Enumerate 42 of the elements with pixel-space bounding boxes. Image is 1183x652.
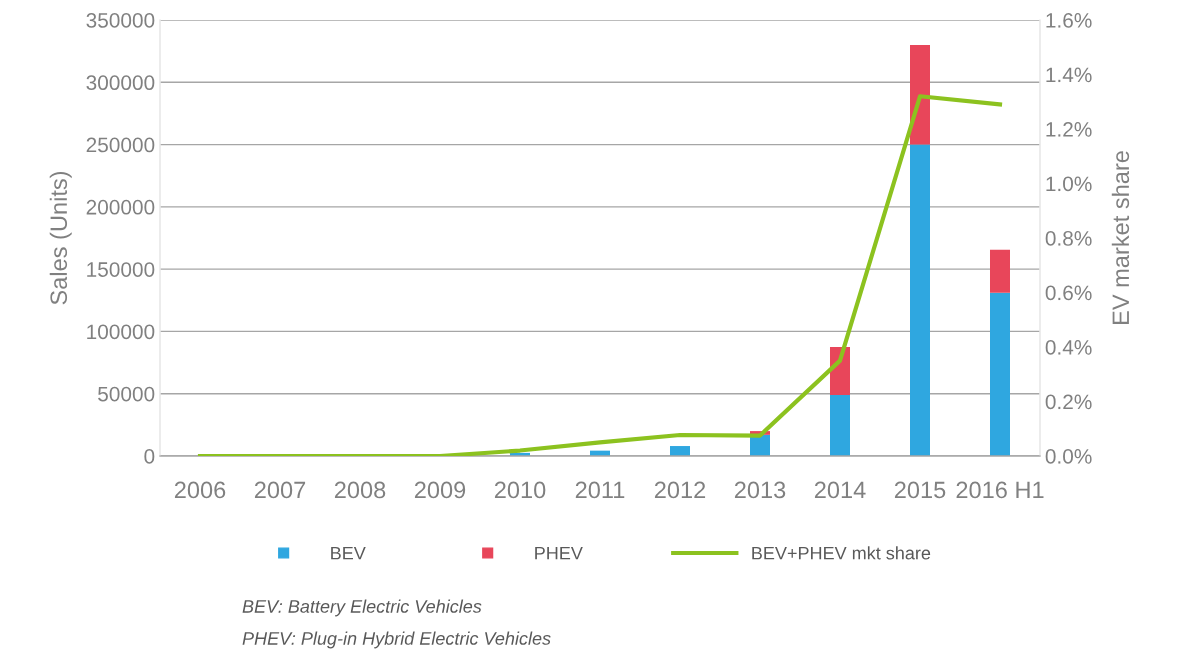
bar (830, 394, 850, 456)
y2-tick-label: 1.4% (1046, 67, 1092, 83)
y-tick-label: 350000 (86, 13, 155, 28)
y2-axis-title: EV market share (1111, 151, 1130, 324)
bar (910, 44, 930, 145)
legend-label: BEV+PHEV mkt share (752, 546, 931, 560)
y2-tick-label: 0.0% (1045, 449, 1092, 464)
text: BEV: Battery Electric Vehicles (242, 599, 482, 617)
y-tick-label: 250000 (86, 137, 155, 153)
x-tick-label: 2014 (814, 481, 866, 499)
bar (990, 292, 1010, 456)
legend-label: PHEV (535, 546, 583, 560)
bar (670, 446, 690, 456)
bar (990, 249, 1010, 293)
y2-tick-label: 1.6% (1046, 13, 1092, 28)
y2-tick-label: 0.2% (1045, 394, 1092, 410)
y-axis-title: Sales (Units) (49, 171, 72, 305)
legend-label: BEV (331, 546, 366, 560)
y2-tick-label: 0.4% (1045, 340, 1092, 355)
y2-tick-label: 0.8% (1045, 231, 1092, 246)
y2-tick-label: 1.2% (1046, 122, 1092, 137)
x-tick-label: 2009 (414, 481, 466, 499)
x-tick-label: 2015 (894, 481, 946, 499)
x-tick-label: 2010 (494, 481, 546, 499)
x-tick-label: 2012 (654, 481, 706, 499)
text: PHEV: Plug-in Hybrid Electric Vehicles (242, 631, 551, 649)
y-tick-label: 0 (144, 449, 155, 464)
y2-tick-label: 1.0% (1046, 176, 1092, 192)
y-tick-label: 200000 (86, 199, 155, 215)
x-tick-label: 2007 (254, 481, 306, 499)
y-tick-label: 100000 (87, 324, 155, 340)
y-tick-label: 150000 (87, 262, 155, 277)
x-tick-label: 2011 (575, 481, 625, 499)
bar (910, 144, 930, 456)
x-tick-label: 2006 (174, 481, 226, 499)
line-series (197, 94, 1003, 456)
x-tick-label: 2013 (734, 481, 786, 499)
x-tick-label: 2016 H1 (956, 481, 1044, 499)
x-tick-label: 2008 (334, 481, 386, 499)
y2-tick-label: 0.6% (1045, 285, 1092, 301)
y-tick-label: 300000 (86, 75, 155, 91)
y-tick-label: 50000 (98, 386, 155, 402)
